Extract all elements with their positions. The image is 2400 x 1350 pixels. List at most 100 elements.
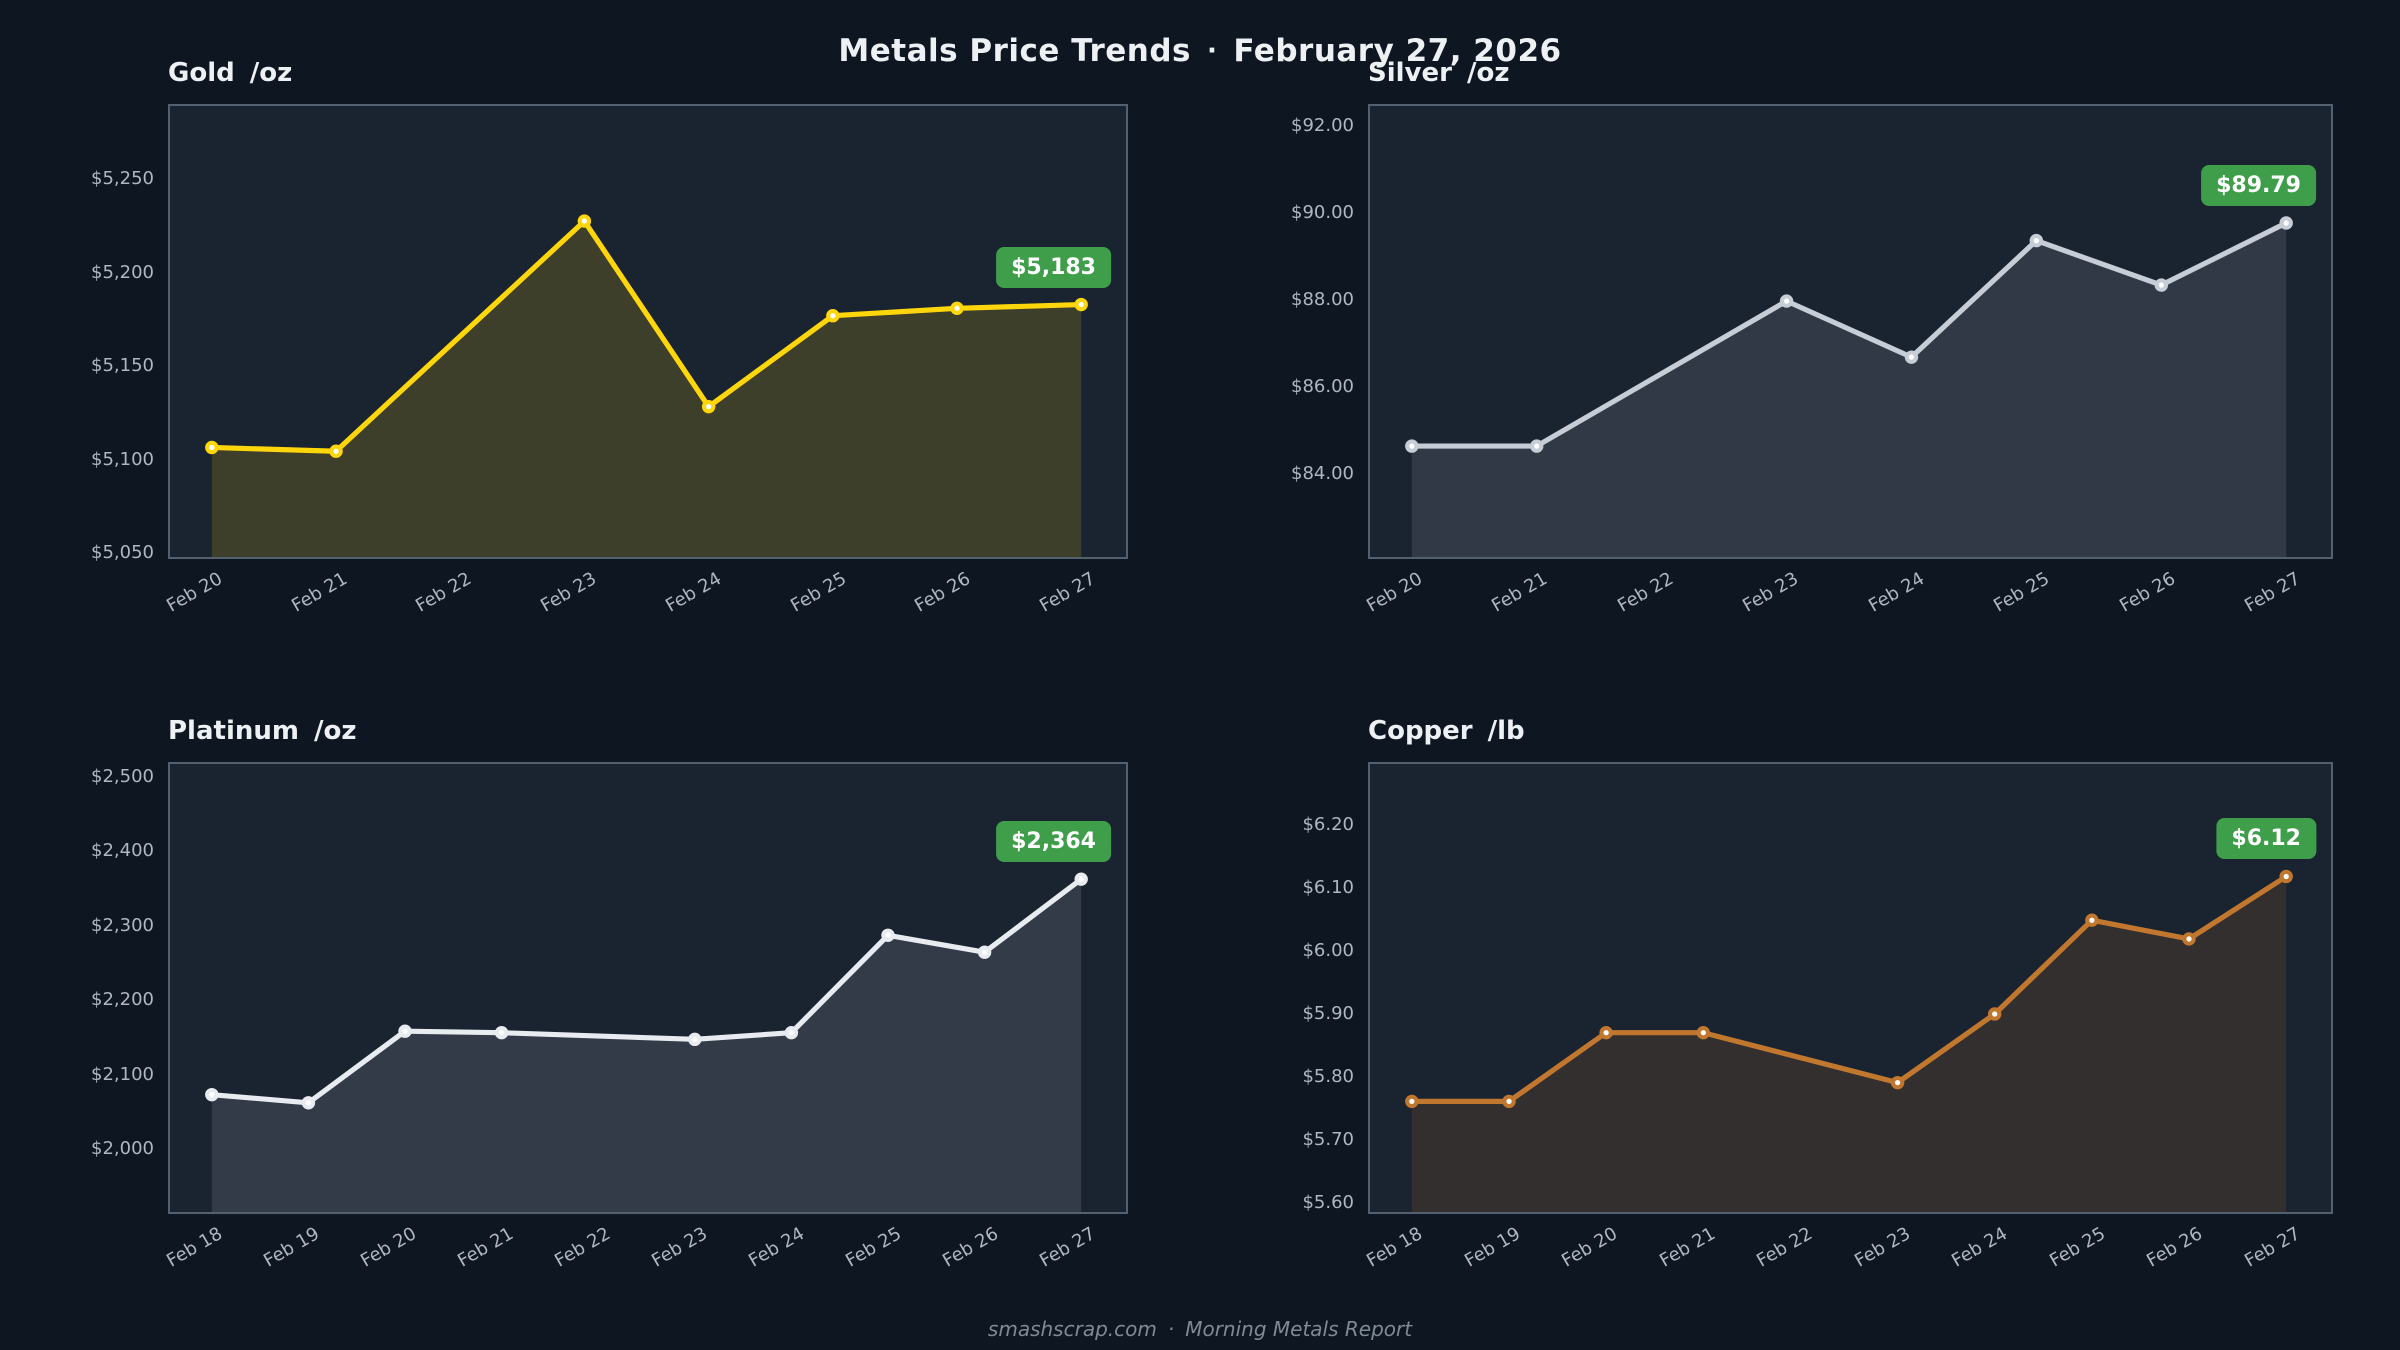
x-tick-label: Feb 26	[2143, 1223, 2207, 1272]
x-tick-label: Feb 25	[842, 1223, 905, 1272]
footer-report-name: Morning Metals Report	[1185, 1317, 1413, 1341]
data-point-marker	[1904, 350, 1919, 364]
x-tick-label: Feb 20	[1363, 568, 1426, 617]
y-tick-label: $5,050	[91, 542, 154, 564]
y-tick-label: $5.60	[1302, 1192, 1354, 1214]
data-point-marker	[205, 440, 219, 455]
data-point-marker	[1074, 297, 1088, 312]
y-tick-label: $5,100	[91, 448, 154, 470]
data-point-marker	[826, 309, 840, 323]
x-tick-label: Feb 25	[2045, 1223, 2109, 1272]
data-point-marker	[950, 301, 964, 315]
platinum-plot-area	[168, 762, 1128, 1214]
x-tick-label: Feb 26	[911, 568, 975, 617]
last-value-badge: $2,364	[996, 821, 1111, 863]
data-point-marker	[1405, 439, 1419, 453]
x-tick-label: Feb 22	[1753, 1223, 1817, 1272]
area-fill	[1411, 876, 2287, 1212]
x-tick-label: Feb 21	[1488, 568, 1552, 617]
data-point-marker	[881, 928, 895, 942]
data-point-marker	[2085, 913, 2099, 927]
y-tick-label: $5,200	[91, 261, 154, 283]
x-tick-label: Feb 24	[1948, 1223, 2012, 1272]
y-tick-label: $2,300	[91, 914, 154, 936]
x-tick-label: Feb 20	[163, 568, 226, 617]
silver-line-chart	[1405, 216, 2293, 557]
x-tick-label: Feb 27	[1036, 568, 1099, 617]
data-point-marker	[1696, 1026, 1711, 1040]
y-tick-label: $88.00	[1291, 288, 1354, 310]
gold-chart-title: Gold/oz	[168, 58, 292, 88]
x-tick-label: Feb 24	[661, 568, 725, 617]
y-tick-label: $2,000	[91, 1138, 154, 1160]
data-point-marker	[1779, 294, 1794, 308]
data-point-marker	[494, 1026, 509, 1040]
x-tick-label: Feb 18	[1363, 1223, 1426, 1272]
page-title-text: Metals Price Trends	[838, 33, 1191, 69]
metal-unit: /oz	[1466, 58, 1510, 88]
x-tick-label: Feb 25	[786, 568, 850, 617]
data-point-marker	[1502, 1094, 1516, 1109]
y-tick-label: $6.10	[1302, 877, 1354, 899]
x-tick-label: Feb 22	[412, 568, 476, 617]
y-tick-label: $92.00	[1291, 114, 1354, 136]
metal-name: Gold	[168, 58, 235, 88]
platinum-chart-title: Platinum/oz	[168, 716, 356, 746]
area-fill	[211, 879, 1082, 1212]
platinum-line-chart	[205, 872, 1088, 1212]
data-point-marker	[2154, 278, 2169, 292]
x-tick-label: Feb 19	[260, 1223, 323, 1272]
y-tick-label: $5,250	[91, 167, 154, 189]
page-title: Metals Price Trends · February 27, 2026	[0, 33, 2400, 69]
y-tick-label: $90.00	[1291, 201, 1354, 223]
footer: smashscrap.com · Morning Metals Report	[0, 1317, 2400, 1341]
gold-plot-area	[168, 104, 1128, 559]
data-point-marker	[398, 1024, 412, 1038]
x-tick-label: Feb 27	[1036, 1223, 1099, 1272]
x-tick-label: Feb 21	[1655, 1223, 1719, 1272]
metal-unit: /lb	[1487, 716, 1525, 746]
metal-unit: /oz	[249, 58, 293, 88]
x-tick-label: Feb 27	[2241, 1223, 2304, 1272]
y-tick-label: $2,500	[91, 765, 154, 787]
last-value-badge: $6.12	[2216, 818, 2316, 860]
x-tick-label: Feb 21	[454, 1223, 517, 1272]
data-point-marker	[977, 945, 992, 959]
x-tick-label: Feb 23	[1850, 1223, 1914, 1272]
metal-name: Silver	[1368, 58, 1452, 88]
x-tick-label: Feb 18	[163, 1223, 226, 1272]
y-tick-label: $2,200	[91, 989, 154, 1011]
copper-chart-title: Copper/lb	[1368, 716, 1525, 746]
y-tick-label: $84.00	[1291, 463, 1354, 485]
data-point-marker	[688, 1032, 702, 1047]
x-tick-label: Feb 23	[537, 568, 601, 617]
y-tick-label: $5.70	[1302, 1129, 1354, 1151]
data-point-marker	[2029, 233, 2044, 248]
y-tick-label: $86.00	[1291, 376, 1354, 397]
data-point-marker	[1599, 1026, 1613, 1040]
x-tick-label: Feb 25	[1990, 568, 2054, 617]
copper-plot-area	[1368, 762, 2333, 1214]
silver-plot-area	[1368, 104, 2333, 559]
gold-line-chart	[205, 214, 1088, 557]
x-tick-label: Feb 26	[939, 1223, 1002, 1272]
x-tick-label: Feb 22	[551, 1223, 614, 1272]
data-point-marker	[1890, 1075, 1905, 1090]
data-point-marker	[1987, 1007, 2002, 1021]
data-point-marker	[1074, 872, 1088, 886]
page-title-date: February 27, 2026	[1233, 33, 1562, 69]
data-point-marker	[577, 214, 592, 228]
metal-name: Copper	[1368, 716, 1473, 746]
last-value-badge: $5,183	[996, 247, 1111, 289]
x-tick-label: Feb 26	[2115, 568, 2179, 617]
data-point-marker	[329, 444, 343, 458]
data-point-marker	[301, 1096, 316, 1110]
title-separator-dot: ·	[1207, 36, 1218, 66]
data-point-marker	[205, 1087, 219, 1102]
data-point-marker	[2279, 869, 2293, 884]
data-point-marker	[1529, 439, 1544, 453]
area-fill	[211, 221, 1082, 557]
y-tick-label: $5.80	[1302, 1066, 1354, 1088]
area-fill	[1411, 222, 2287, 557]
